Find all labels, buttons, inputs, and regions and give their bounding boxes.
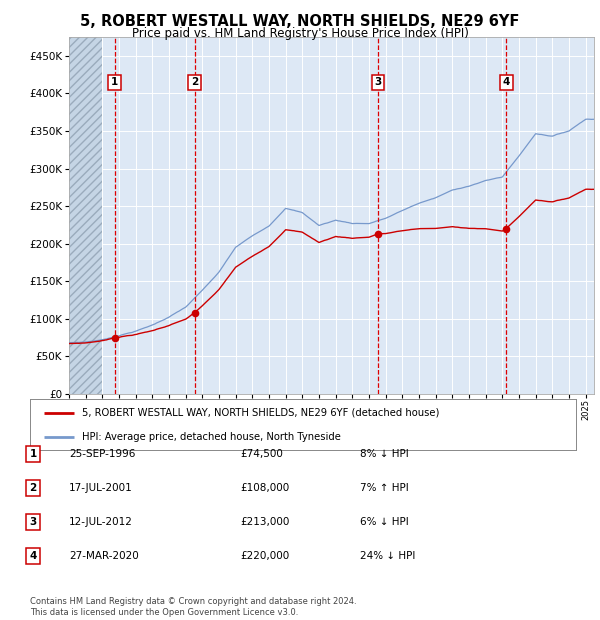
Text: 25-SEP-1996: 25-SEP-1996 — [69, 449, 136, 459]
Text: 6% ↓ HPI: 6% ↓ HPI — [360, 517, 409, 527]
Text: 17-JUL-2001: 17-JUL-2001 — [69, 483, 133, 493]
Text: £74,500: £74,500 — [240, 449, 283, 459]
Text: 4: 4 — [29, 551, 37, 561]
Text: 1: 1 — [29, 449, 37, 459]
Text: 3: 3 — [374, 78, 382, 87]
Text: £220,000: £220,000 — [240, 551, 289, 561]
Text: 2: 2 — [29, 483, 37, 493]
Text: 5, ROBERT WESTALL WAY, NORTH SHIELDS, NE29 6YF: 5, ROBERT WESTALL WAY, NORTH SHIELDS, NE… — [80, 14, 520, 29]
Text: 7% ↑ HPI: 7% ↑ HPI — [360, 483, 409, 493]
Text: £213,000: £213,000 — [240, 517, 289, 527]
Text: 5, ROBERT WESTALL WAY, NORTH SHIELDS, NE29 6YF (detached house): 5, ROBERT WESTALL WAY, NORTH SHIELDS, NE… — [82, 408, 439, 418]
Text: 24% ↓ HPI: 24% ↓ HPI — [360, 551, 415, 561]
Text: £108,000: £108,000 — [240, 483, 289, 493]
Text: 8% ↓ HPI: 8% ↓ HPI — [360, 449, 409, 459]
Text: 2: 2 — [191, 78, 198, 87]
Text: 1: 1 — [111, 78, 118, 87]
Text: 27-MAR-2020: 27-MAR-2020 — [69, 551, 139, 561]
Text: Price paid vs. HM Land Registry's House Price Index (HPI): Price paid vs. HM Land Registry's House … — [131, 27, 469, 40]
Text: HPI: Average price, detached house, North Tyneside: HPI: Average price, detached house, Nort… — [82, 432, 341, 442]
Text: Contains HM Land Registry data © Crown copyright and database right 2024.
This d: Contains HM Land Registry data © Crown c… — [30, 598, 356, 617]
Text: 12-JUL-2012: 12-JUL-2012 — [69, 517, 133, 527]
Text: 4: 4 — [503, 78, 510, 87]
Text: 3: 3 — [29, 517, 37, 527]
